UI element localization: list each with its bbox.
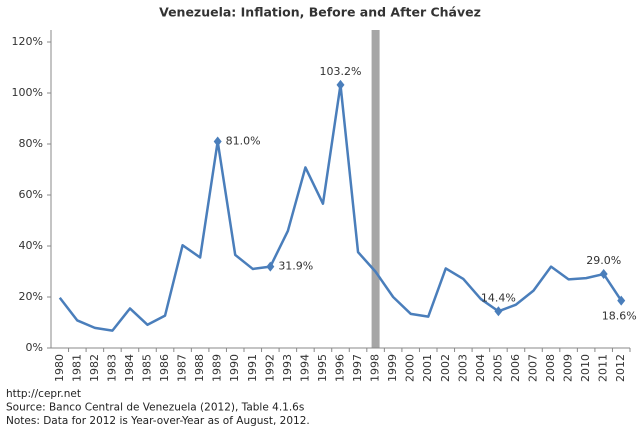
- x-tick-label: 2010: [579, 354, 592, 382]
- x-tick-label: 1995: [316, 354, 329, 382]
- x-tick-label: 1983: [105, 354, 118, 382]
- y-tick-label: 0%: [26, 341, 43, 354]
- x-tick-label: 1994: [298, 354, 311, 382]
- data-label: 18.6%: [602, 310, 637, 323]
- data-label: 81.0%: [226, 134, 261, 147]
- x-tick-label: 2005: [491, 354, 504, 382]
- marker: [213, 136, 222, 147]
- x-tick-label: 2012: [614, 354, 627, 382]
- y-tick-label: 20%: [19, 290, 43, 303]
- footnote: Source: Banco Central de Venezuela (2012…: [6, 402, 304, 414]
- marker: [336, 79, 345, 90]
- x-tick-label: 1998: [369, 354, 382, 382]
- data-label: 31.9%: [278, 260, 313, 273]
- marker: [599, 269, 608, 280]
- x-tick-label: 2007: [527, 354, 540, 382]
- x-tick-label: 2006: [509, 354, 522, 382]
- x-tick-label: 2001: [421, 354, 434, 382]
- x-tick-label: 1997: [351, 354, 364, 382]
- x-tick-label: 1987: [176, 354, 189, 382]
- marker: [617, 295, 626, 306]
- marker: [494, 306, 503, 317]
- y-tick-label: 60%: [19, 188, 43, 201]
- x-tick-label: 2009: [562, 354, 575, 382]
- footnote: Notes: Data for 2012 is Year-over-Year a…: [6, 415, 310, 427]
- x-tick-label: 2008: [544, 354, 557, 382]
- x-tick-label: 1990: [228, 354, 241, 382]
- chart-title: Venezuela: Inflation, Before and After C…: [159, 5, 481, 20]
- x-tick-label: 2000: [404, 354, 417, 382]
- data-label: 103.2%: [320, 65, 362, 78]
- y-tick-label: 40%: [19, 239, 43, 252]
- inflation-line: [58, 83, 623, 332]
- x-tick-label: 1993: [281, 354, 294, 382]
- x-tick-label: 1986: [158, 354, 171, 382]
- x-tick-label: 2003: [456, 354, 469, 382]
- y-tick-label: 80%: [19, 137, 43, 150]
- y-tick-label: 100%: [12, 86, 43, 99]
- x-tick-label: 1999: [386, 354, 399, 382]
- x-tick-label: 1984: [123, 354, 136, 382]
- marker: [266, 261, 275, 272]
- x-tick-label: 1992: [263, 354, 276, 382]
- x-tick-label: 1991: [246, 354, 259, 382]
- x-tick-label: 1985: [141, 354, 154, 382]
- chavez-marker: [371, 30, 380, 348]
- x-tick-label: 2004: [474, 354, 487, 382]
- footnote: http://cepr.net: [6, 388, 81, 400]
- data-label: 29.0%: [586, 254, 621, 267]
- data-label: 14.4%: [481, 291, 516, 304]
- y-tick-label: 120%: [12, 35, 43, 48]
- x-tick-label: 1988: [193, 354, 206, 382]
- x-tick-label: 1982: [88, 354, 101, 382]
- x-tick-label: 2002: [439, 354, 452, 382]
- x-tick-label: 1980: [53, 354, 66, 382]
- x-tick-label: 2011: [597, 354, 610, 382]
- x-tick-label: 1989: [211, 354, 224, 382]
- x-tick-label: 1996: [334, 354, 347, 382]
- x-tick-label: 1981: [70, 354, 83, 382]
